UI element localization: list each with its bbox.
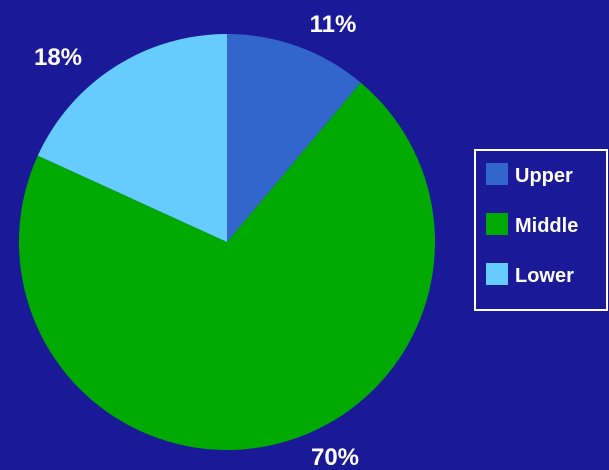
legend-label-upper: Upper (515, 165, 573, 187)
slice-label-middle: 70% (311, 444, 359, 470)
pie-slice-lower (37, 34, 228, 242)
legend-swatch-lower (486, 263, 508, 285)
legend-swatch-middle (486, 213, 508, 235)
slice-label-upper: 11% (310, 11, 357, 38)
legend-swatch-upper (486, 163, 508, 185)
legend-label-lower: Lower (515, 265, 574, 287)
pie-slice-upper (227, 34, 361, 242)
pie-slice-middle (18, 82, 436, 451)
legend-label-middle: Middle (515, 215, 578, 237)
slice-label-lower: 18% (34, 44, 82, 71)
pie-slices (18, 34, 436, 451)
legend: Upper Middle Lower (474, 149, 608, 311)
slice-labels: 11% 70% 18% (34, 11, 359, 470)
legend-box (474, 149, 608, 311)
